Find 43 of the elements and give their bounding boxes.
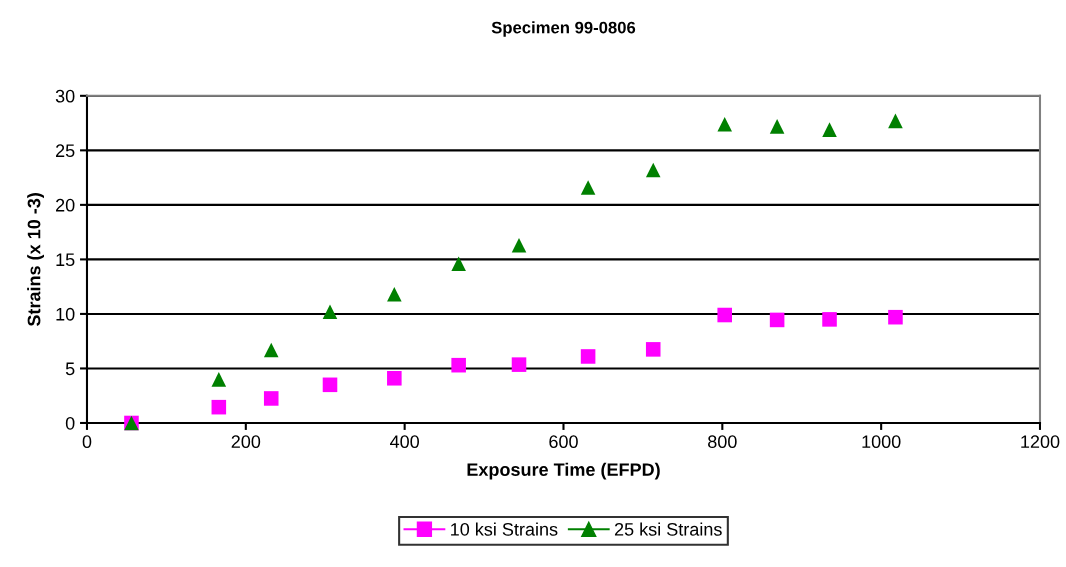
- point: [451, 256, 466, 272]
- y-tick-label: 15: [56, 253, 75, 267]
- point: [211, 372, 227, 387]
- x-tick-label: 800: [708, 435, 737, 449]
- point: [822, 312, 837, 327]
- point: [580, 180, 596, 195]
- x-axis-title: Exposure Time (EFPD): [467, 462, 660, 480]
- point: [511, 237, 527, 253]
- x-tick-label: 1000: [862, 435, 901, 449]
- point: [387, 370, 402, 386]
- x-tick-label: 600: [549, 435, 578, 449]
- legend-label: 25 ksi Strains: [614, 522, 722, 536]
- y-tick-label: 20: [56, 198, 75, 212]
- x-tick-label: 0: [82, 435, 92, 449]
- point: [322, 304, 338, 320]
- y-tick-label: 30: [55, 89, 75, 103]
- y-tick-label: 25: [56, 144, 75, 158]
- y-tick-label: 0: [65, 416, 75, 430]
- y-axis-title: Strains (x 10 -3): [27, 193, 44, 327]
- point: [888, 113, 903, 129]
- point: [888, 309, 903, 325]
- point: [717, 116, 732, 132]
- point: [822, 122, 837, 137]
- point: [451, 357, 466, 373]
- point: [769, 312, 785, 328]
- x-tick-label: 400: [390, 435, 420, 449]
- x-tick-label: 1200: [1021, 435, 1060, 449]
- point: [211, 399, 227, 415]
- y-tick-label: 10: [56, 307, 75, 321]
- point: [511, 357, 527, 372]
- point: [717, 307, 732, 323]
- point: [645, 162, 661, 178]
- point: [769, 119, 785, 134]
- point: [580, 349, 596, 364]
- point: [645, 342, 661, 357]
- y-tick-label: 5: [65, 362, 75, 376]
- x-tick-label: 200: [231, 435, 261, 449]
- point: [387, 287, 402, 302]
- chart-title: Specimen 99-0806: [491, 21, 636, 37]
- point: [263, 342, 279, 358]
- legend-label: 10 ksi Strains: [451, 522, 558, 536]
- point: [263, 391, 279, 406]
- point: [322, 377, 338, 393]
